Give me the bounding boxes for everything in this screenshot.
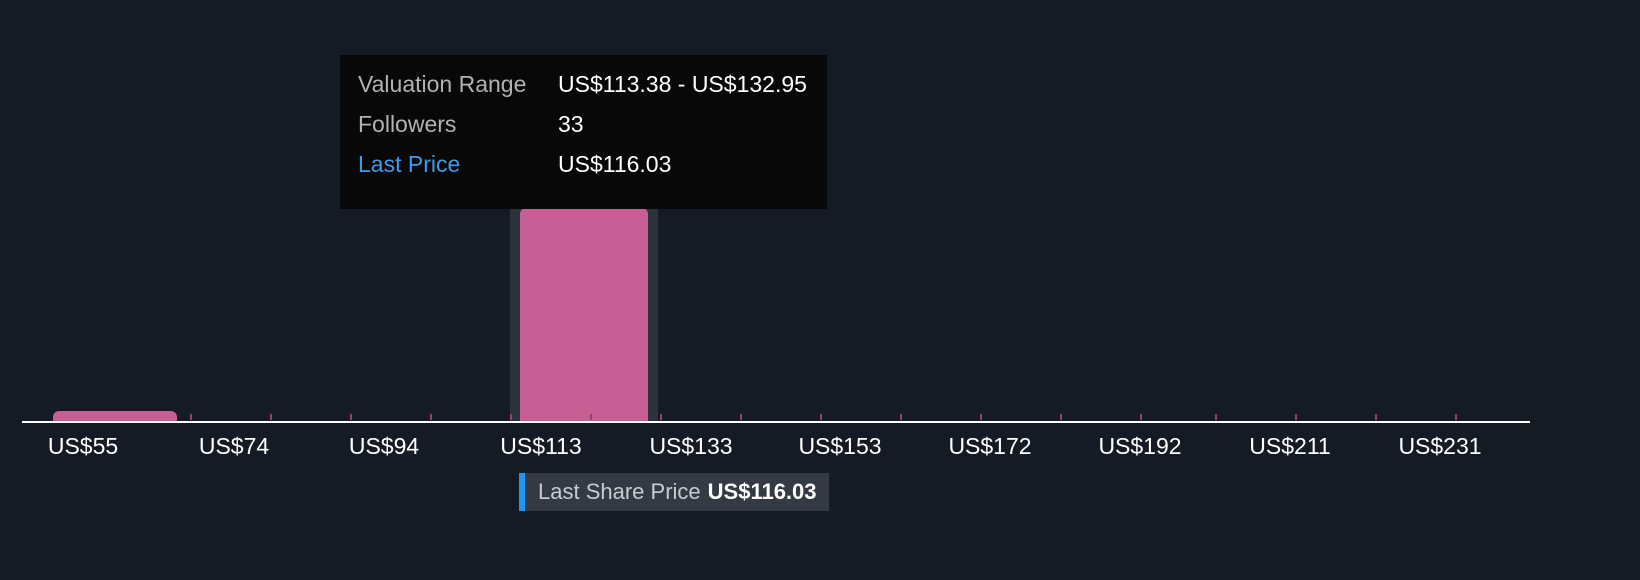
x-axis-tick [980,414,982,420]
tooltip-value-followers: 33 [558,111,584,137]
x-axis-tick [1455,414,1457,420]
chart-tooltip: Valuation Range US$113.38 - US$132.95 Fo… [340,55,827,209]
x-axis-tick [1375,414,1377,420]
x-axis-tick [190,414,192,420]
x-axis-tick-label: US$153 [798,433,882,459]
tooltip-key-followers: Followers [358,111,457,137]
x-axis-tick [590,414,592,420]
x-axis-tick-label: US$211 [1249,433,1331,459]
tooltip-row: Followers 33 [358,111,805,151]
tooltip-row: Last Price US$116.03 [358,151,805,191]
last-share-price-marker[interactable]: Last Share Price US$116.03 [519,473,829,511]
tooltip-row: Valuation Range US$113.38 - US$132.95 [358,71,807,111]
histogram-bar[interactable] [53,411,177,423]
x-axis-tick-label: US$192 [1098,433,1182,459]
x-axis-tick-label: US$113 [500,433,582,459]
x-axis-tick-label: US$231 [1398,433,1482,459]
x-axis-tick [510,414,512,420]
x-axis-tick-label: US$55 [47,433,119,459]
tooltip-key-valuation-range: Valuation Range [358,71,527,97]
x-axis-tick [270,414,272,420]
tooltip-key-last-price: Last Price [358,151,461,177]
x-axis-tick [350,414,352,420]
marker-line-icon [519,473,525,511]
marker-value: US$116.03 [707,479,817,504]
x-axis-tick [660,414,662,420]
x-axis-tick [1295,414,1297,420]
x-axis-tick [900,414,902,420]
x-axis-tick [740,414,742,420]
histogram-bar-highlighted[interactable] [520,208,648,422]
x-axis-tick [1140,414,1142,420]
x-axis-tick [430,414,432,420]
x-axis-tick-label: US$172 [948,433,1032,459]
x-axis-line [22,421,1530,423]
x-axis-tick-label: US$74 [198,433,270,459]
x-axis-tick-label: US$133 [649,433,733,459]
x-axis-tick [820,414,822,420]
x-axis-tick [1215,414,1217,420]
x-axis-tick [1060,414,1062,420]
marker-label: Last Share Price [538,479,701,504]
x-axis-tick-label: US$94 [348,433,420,459]
tooltip-value-last-price: US$116.03 [558,151,672,177]
tooltip-value-valuation-range: US$113.38 - US$132.95 [558,71,807,97]
